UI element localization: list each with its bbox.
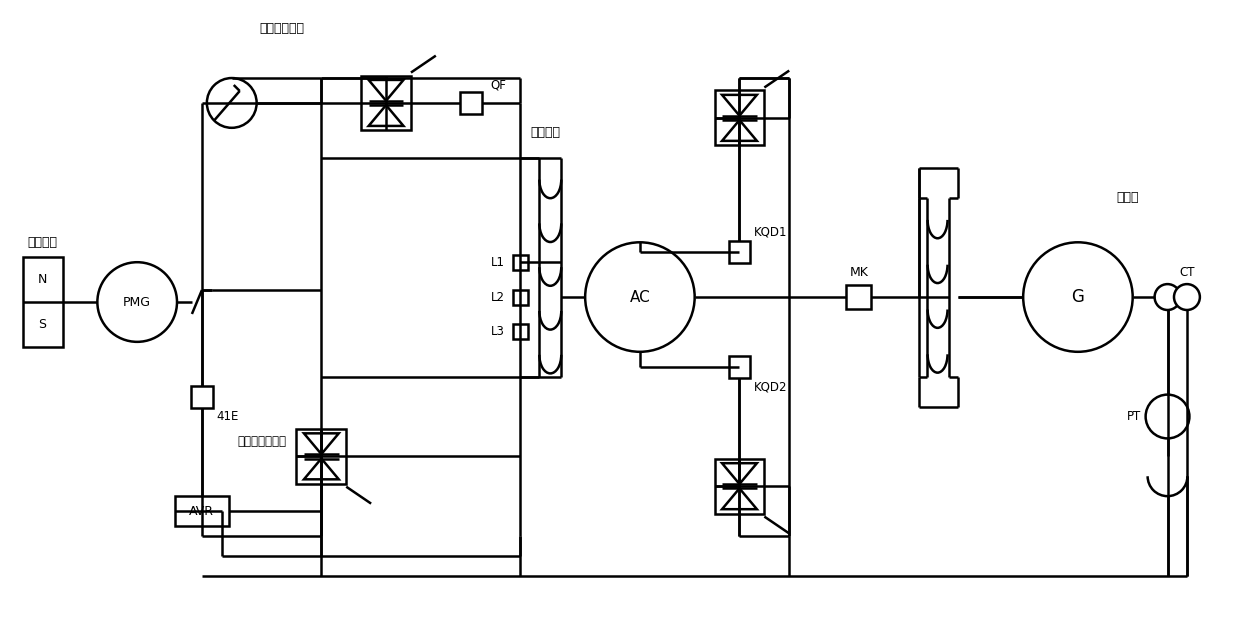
Text: L3: L3 <box>491 325 505 338</box>
Bar <box>175 496 229 526</box>
Bar <box>513 289 528 305</box>
Circle shape <box>207 78 257 128</box>
Circle shape <box>98 262 177 342</box>
Text: AVR: AVR <box>190 505 215 518</box>
Text: MK: MK <box>849 266 868 279</box>
Text: CT: CT <box>1179 266 1195 279</box>
Text: S: S <box>38 318 47 331</box>
Bar <box>847 284 872 310</box>
Text: 主励磁机: 主励磁机 <box>531 126 560 139</box>
Bar <box>361 75 410 130</box>
Text: 发电机: 发电机 <box>1116 191 1140 204</box>
Circle shape <box>1146 395 1189 439</box>
Text: N: N <box>38 273 47 286</box>
Bar <box>729 356 750 378</box>
Circle shape <box>1174 284 1200 310</box>
Text: PT: PT <box>1126 410 1141 423</box>
Bar <box>714 91 764 145</box>
Bar <box>22 257 62 347</box>
Text: QF: QF <box>491 78 506 91</box>
Text: 备用励磁调节: 备用励磁调节 <box>259 22 304 35</box>
Text: KQD2: KQD2 <box>754 380 787 393</box>
Text: PMG: PMG <box>123 296 151 308</box>
Bar <box>296 429 346 484</box>
Circle shape <box>585 242 694 352</box>
Text: L2: L2 <box>491 291 505 304</box>
Text: G: G <box>1071 288 1084 306</box>
Bar <box>513 255 528 270</box>
Text: 自动励磁调节器: 自动励磁调节器 <box>238 435 286 448</box>
Text: AC: AC <box>630 289 650 305</box>
Text: 41E: 41E <box>217 410 239 423</box>
Circle shape <box>1023 242 1132 352</box>
Bar <box>714 459 764 513</box>
Text: 副励磁机: 副励磁机 <box>27 236 57 249</box>
Text: L1: L1 <box>491 255 505 269</box>
Bar <box>513 325 528 339</box>
Circle shape <box>1154 284 1180 310</box>
Bar <box>729 241 750 263</box>
Text: KQD1: KQD1 <box>754 226 787 239</box>
Bar <box>460 92 481 114</box>
Bar <box>191 386 213 408</box>
